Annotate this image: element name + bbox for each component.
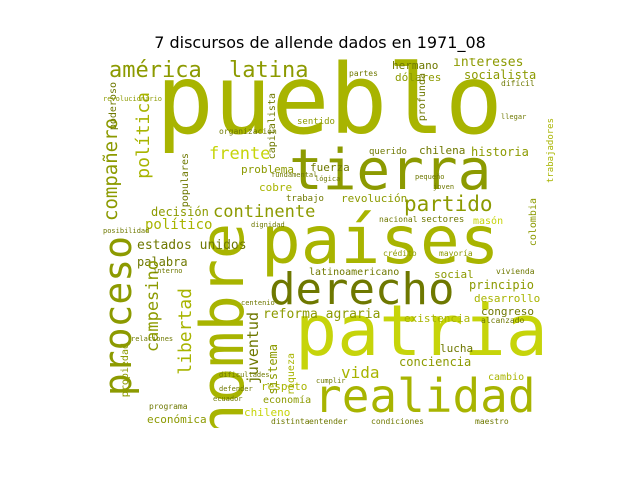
cloud-word-partes: partes [349,69,378,78]
cloud-word-condiciones: condiciones [371,417,424,426]
cloud-word-revolucionario: revolucionario [103,95,163,103]
cloud-word-sistema: sistema [266,344,280,395]
cloud-word-conciencia: conciencia [399,355,472,369]
cloud-word-economia: economía [263,395,312,406]
cloud-word-cobre: cobre [259,181,293,194]
cloud-word-existencia: existencia [404,312,471,325]
cloud-word-programa: programa [149,402,188,411]
cloud-word-sentido: sentido [297,117,335,127]
cloud-word-america: américa [109,58,202,83]
cloud-word-companero: compañero [101,118,122,221]
cloud-word-latina: latina [229,58,309,83]
cloud-word-partido: partido [404,192,493,216]
page-title: 7 discursos de allende dados en 1971_08 [154,33,486,52]
cloud-word-economica: económica [147,413,207,426]
cloud-word-palabra: palabra [137,255,188,269]
cloud-word-logica: lógica [315,175,341,183]
cloud-word-dignidad: dignidad [251,221,285,229]
cloud-word-lucha: lucha [440,342,474,355]
cloud-word-llegar: llegar [501,113,527,121]
cloud-word-social: social [434,268,474,281]
cloud-word-hermano: hermano [392,59,439,72]
cloud-word-tierra: tierra [289,138,492,203]
cloud-word-estados-unidos: estados unidos [137,238,247,253]
cloud-word-pueblo: pueblo [156,58,503,156]
cloud-word-maestro: maestro [475,417,509,426]
cloud-word-vivienda: vivienda [496,267,535,276]
cloud-word-alcanzado: alcanzado [481,316,525,325]
cloud-word-respeto: respeto [261,380,308,393]
cloud-word-trabajo: trabajo [286,194,324,204]
cloud-word-ecuador: ecuador [213,395,243,403]
cloud-word-historia: historia [471,145,529,159]
cloud-word-organizacion: organización [219,127,277,136]
cloud-word-relaciones: relaciones [131,335,174,343]
cloud-word-entender: entender [309,417,348,426]
cloud-word-latinoamericano: latinoamericano [309,267,400,278]
cloud-word-centenio: centenio [241,299,275,307]
cloud-word-continente: continente [213,202,316,222]
cloud-word-trabajadores: trabajadores [546,118,556,184]
cloud-word-interno: interno [153,267,183,275]
cloud-word-libertad: libertad [175,288,196,375]
cloud-word-realidad: realidad [314,369,536,423]
cloud-word-problema: problema [241,163,294,176]
cloud-word-mason: masón [473,216,504,227]
cloud-word-congreso: congreso [481,305,534,318]
cloud-word-profunda: profunda [417,73,428,122]
cloud-word-querido: querido [369,147,407,157]
cloud-word-derecho: derecho [269,264,455,315]
cloud-word-politico: político [145,217,213,233]
cloud-word-reforma-agraria: reforma agraria [263,307,381,322]
cloud-word-colombia: colombia [528,198,539,247]
cloud-word-pequeno: pequeño [415,173,445,181]
cloud-word-cumplir: cumplir [316,377,346,385]
cloud-word-socialista: socialista [464,68,537,82]
cloud-word-proceso: proceso [101,236,140,397]
cloud-word-patria: patria [295,290,548,372]
cloud-word-fuerza: fuerza [310,161,350,174]
cloud-word-posibilidad: posibilidad [103,227,150,235]
cloud-word-fundamental: fundamental [271,171,318,179]
cloud-word-dolares: dólares [395,71,442,84]
cloud-word-populares: populares [180,153,191,208]
cloud-word-riqueza: riqueza [286,353,297,396]
word-cloud: pueblo países patria tierra derecho real… [101,58,561,428]
cloud-word-revolucion: revolución [341,192,408,205]
cloud-word-poderoso: poderoso [108,82,119,131]
cloud-word-desarrollo: desarrollo [474,292,541,305]
cloud-word-frente: frente [209,144,271,164]
cloud-word-joven: joven [433,183,455,191]
cloud-word-propiedad: propiedad [120,343,131,398]
cloud-word-cambio: cambio [488,372,525,383]
cloud-word-dificil: difícil [501,79,535,88]
cloud-word-chileno: chileno [244,406,291,419]
cloud-word-intereses: intereses [453,58,524,70]
cloud-word-dificultades: dificultades [219,371,270,379]
cloud-word-defender: defender [219,385,253,393]
cloud-word-mayoria: mayoría [439,249,473,258]
cloud-word-paises: países [261,202,500,279]
cloud-word-chilena: chilena [419,144,466,157]
cloud-word-politica: política [133,92,154,179]
cloud-word-credito: crédito [383,249,417,258]
cloud-word-nacional: nacional [379,215,418,224]
cloud-word-vida: vida [341,363,380,382]
cloud-word-principio: principio [469,278,535,292]
cloud-word-sectores: sectores [421,215,465,225]
cloud-word-distinta: distinta [271,417,310,426]
cloud-word-decision: decisión [151,205,209,219]
